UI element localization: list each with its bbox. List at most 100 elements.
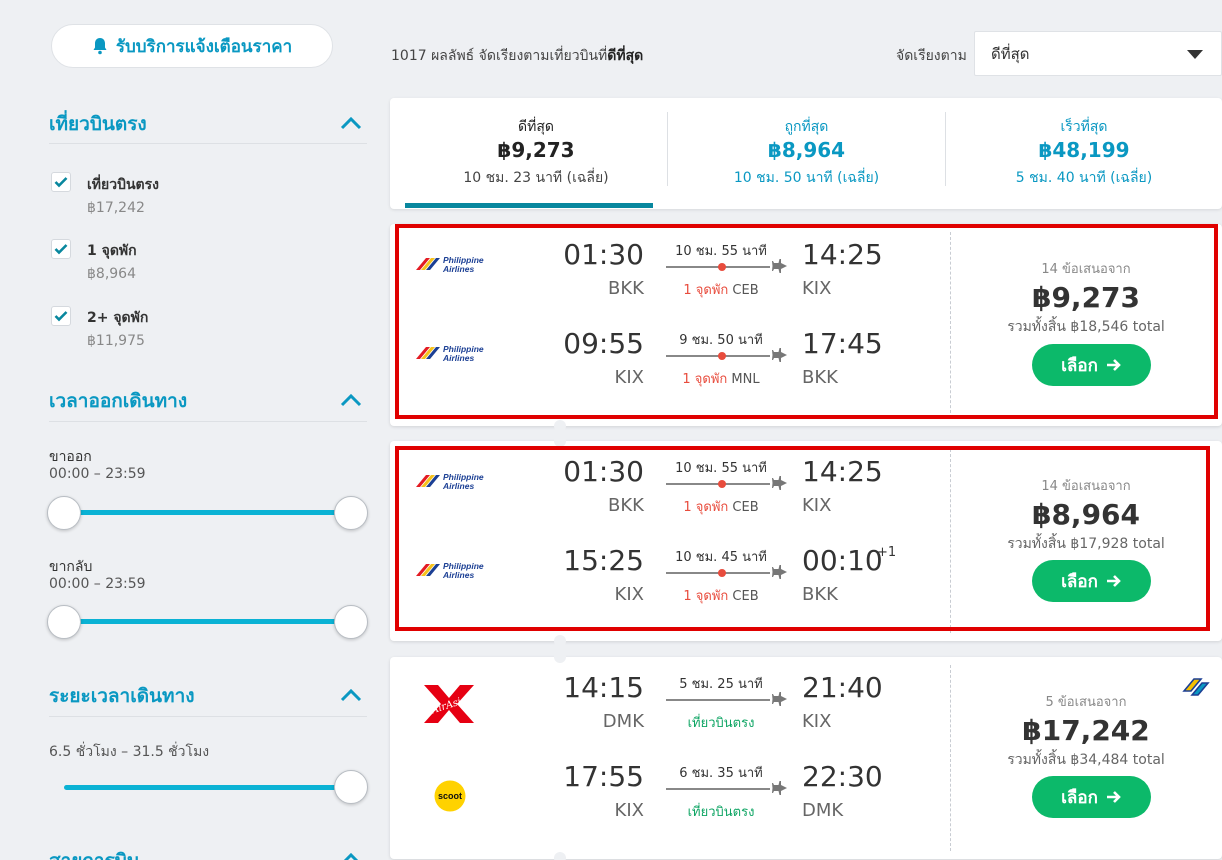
tab-duration: 5 ชม. 40 นาที (เฉลี่ย) [1015,170,1153,186]
direct-label: เที่ยวบินตรง [687,805,755,820]
section-divider [49,143,367,144]
arrow-right-icon [1106,575,1121,587]
logo-text: Airlines [442,570,474,580]
departure-time: 17:55 [563,760,644,793]
tab-separator [667,112,668,186]
offer-summary: 14 ข้อเสนอจาก ฿9,273 รวมทั้งสิ้น ฿18,546… [950,258,1222,338]
plane-icon [772,692,787,706]
result-summary-text: 1017 ผลลัพธ์ จัดเรียงตามเที่ยวบินที่ [391,48,608,64]
stop-option-label[interactable]: 1 จุดพัก [87,243,137,259]
outbound-slider-min-handle[interactable] [47,496,81,530]
card-notch [554,651,566,663]
chevron-up-icon[interactable] [340,393,362,407]
card-divider [950,232,951,418]
arrival-time: 22:30 [802,760,883,793]
plane-icon [772,476,787,490]
chevron-up-icon[interactable] [340,116,362,130]
flight-leg-return: scoot 17:55 KIX 6 ชม. 35 นาที เที่ยวบินต… [390,746,950,834]
checkbox-direct[interactable] [51,172,71,192]
offer-count: 14 ข้อเสนอจาก [1041,262,1131,277]
departure-airport: KIX [614,800,644,821]
next-day-indicator: +1 [877,545,897,560]
flight-result-card[interactable]: Philippine Airlines 01:30 BKK 10 ชม. 55 … [390,224,1222,426]
stop-dot-icon [718,480,726,488]
departure-time: 01:30 [563,238,644,271]
stop-airport: CEB [732,283,759,298]
stop-airport: CEB [732,500,759,515]
sort-label: จัดเรียงตาม [896,48,967,64]
sort-tabs: ดีที่สุด ฿9,273 10 ชม. 23 นาที (เฉลี่ย) … [390,98,1222,209]
tab-fastest[interactable]: เร็วที่สุด ฿48,199 5 ชม. 40 นาที (เฉลี่ย… [946,98,1222,209]
logo-text: Philippine [443,255,484,265]
tab-separator [945,112,946,186]
flight-result-card[interactable]: AirAsia 14:15 DMK 5 ชม. 25 นาที เที่ยวบิ… [390,657,1222,859]
philippine-airlines-logo: Philippine Airlines [416,472,484,491]
tab-cheapest[interactable]: ถูกที่สุด ฿8,964 10 ชม. 50 นาที (เฉลี่ย) [668,98,945,209]
select-button[interactable]: เลือก [1032,560,1151,602]
flight-result-card[interactable]: Philippine Airlines 01:30 BKK 10 ชม. 55 … [390,441,1222,641]
arrival-airport: BKK [802,584,838,605]
checkbox-2plus-stops[interactable] [51,306,71,326]
flight-leg-outbound: Philippine Airlines 01:30 BKK 10 ชม. 55 … [390,224,950,312]
departure-airport: BKK [608,278,644,299]
flight-leg-return: Philippine Airlines 09:55 KIX 9 ชม. 50 น… [390,313,950,401]
tab-best[interactable]: ดีที่สุด ฿9,273 10 ชม. 23 นาที (เฉลี่ย) [405,98,667,209]
select-button[interactable]: เลือก [1032,776,1151,818]
check-icon [54,311,68,322]
stops-count: 1 จุดพัก [683,283,729,298]
card-notch [554,435,566,447]
stop-dot-icon [718,569,726,577]
departure-section-title: เวลาออกเดินทาง [49,390,188,412]
stop-airport: CEB [732,589,759,604]
offer-summary: 5 ข้อเสนอจาก ฿17,242 รวมทั้งสิ้น ฿34,484… [950,691,1222,771]
outbound-slider-track[interactable] [64,510,351,515]
outbound-slider-max-handle[interactable] [334,496,368,530]
duration-slider-track[interactable] [64,785,351,790]
offer-count: 5 ข้อเสนอจาก [1045,695,1127,710]
departure-airport: DMK [602,711,644,732]
chevron-up-icon[interactable] [340,688,362,702]
price-alert-button[interactable]: รับบริการแจ้งเตือนราคา [51,24,333,68]
route-line [666,699,770,701]
checkbox-1-stop[interactable] [51,239,71,259]
arrow-right-icon [1106,359,1121,371]
sort-dropdown[interactable]: ดีที่สุด [974,31,1222,76]
chevron-up-icon[interactable] [340,852,362,860]
arrow-right-icon [1106,791,1121,803]
departure-time: 15:25 [563,544,644,577]
stop-option-label[interactable]: เที่ยวบินตรง [87,177,159,193]
logo-text: Philippine [443,472,484,482]
stops-count: 1 จุดพัก [683,589,729,604]
logo-text: Philippine [443,561,484,571]
philippine-airlines-logo: Philippine Airlines [416,344,484,363]
return-slider-track[interactable] [64,619,351,624]
logo-text: scoot [438,791,462,801]
result-summary-bold: ดีที่สุด [607,48,644,64]
return-slider-min-handle[interactable] [47,605,81,639]
flight-leg-outbound: AirAsia 14:15 DMK 5 ชม. 25 นาที เที่ยวบิ… [390,657,950,745]
select-button-label: เลือก [1061,571,1098,592]
departure-airport: KIX [614,584,644,605]
stop-dot-icon [718,352,726,360]
return-slider-max-handle[interactable] [334,605,368,639]
sort-selected-value: ดีที่สุด [991,44,1030,63]
tab-price: ฿9,273 [497,138,575,162]
offer-price: ฿9,273 [1031,281,1141,314]
card-notch [554,420,566,432]
plane-icon [772,259,787,273]
select-button[interactable]: เลือก [1032,344,1151,386]
logo-text: Airlines [442,353,474,363]
offer-total: รวมทั้งสิ้น ฿18,546 total [1007,319,1165,335]
route-line [666,788,770,790]
card-notch [554,635,566,647]
arrival-airport: DMK [802,800,844,821]
leg-stops: 1 จุดพัก MNL [666,368,776,389]
philippine-airlines-logo: Philippine Airlines [416,255,484,274]
stop-option-label[interactable]: 2+ จุดพัก [87,310,149,326]
arrival-time: 14:25 [802,238,883,271]
flight-leg-outbound: Philippine Airlines 01:30 BKK 10 ชม. 55 … [390,441,950,529]
section-divider [49,421,367,422]
stop-airport: MNL [731,372,760,387]
offer-total: รวมทั้งสิ้น ฿34,484 total [1007,752,1165,768]
duration-slider-max-handle[interactable] [334,770,368,804]
